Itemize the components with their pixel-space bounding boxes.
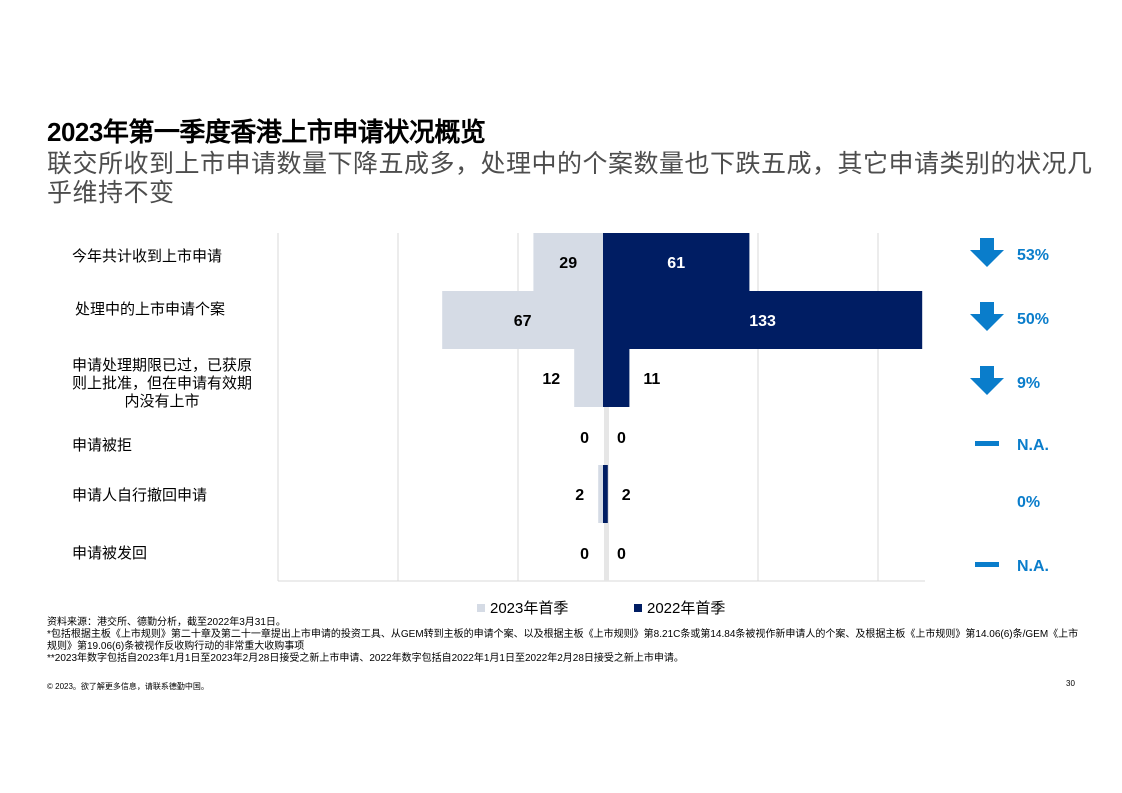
data-label-2023: 2 (575, 487, 584, 504)
down-arrow-icon (970, 366, 1004, 395)
change-label: 50% (1017, 311, 1049, 328)
data-label-2022: 133 (749, 313, 776, 330)
data-label-2022: 11 (643, 371, 660, 388)
legend-swatch-2023 (477, 603, 485, 612)
data-label-2023: 67 (514, 313, 532, 330)
change-label: 53% (1017, 247, 1049, 264)
dash-icon (975, 562, 999, 567)
source-note: 资料来源：港交所、德勤分析，截至2022年3月31日。 (47, 617, 286, 628)
footnotes: 资料来源：港交所、德勤分析，截至2022年3月31日。 *包括根据主板《上市规则… (47, 617, 1087, 665)
category-label: 处理中的上市申请个案 (75, 301, 226, 318)
bar-2022 (603, 349, 630, 407)
page-number: 30 (1066, 679, 1075, 688)
bar-2023 (533, 233, 603, 291)
data-label-2023: 0 (580, 430, 589, 447)
legend-label-2023: 2023年首季 (490, 600, 569, 617)
data-label-2022: 61 (667, 255, 685, 272)
data-label-2022: 0 (617, 430, 626, 447)
category-label: 申请处理期限已过，已获原则上批准，但在申请有效期内没有上市 (72, 357, 253, 410)
bar-2022 (603, 233, 750, 291)
data-label-2023: 12 (542, 371, 560, 388)
legend-item-2022: 2022年首季 (634, 597, 725, 618)
data-label-2023: 0 (580, 546, 589, 563)
dash-icon (975, 441, 999, 446)
footnote-2: **2023年数字包括自2023年1月1日至2023年2月28日接受之新上市申请… (47, 653, 684, 664)
category-label: 申请被拒 (72, 437, 133, 454)
data-label-2022: 2 (622, 487, 631, 504)
category-label: 申请被发回 (72, 545, 148, 562)
bar-2022 (603, 291, 923, 349)
data-label-2023: 29 (559, 255, 577, 272)
change-label: 0% (1017, 494, 1040, 511)
change-label: 9% (1017, 375, 1040, 392)
copyright: © 2023。欲了解更多信息，请联系德勤中国。 (47, 682, 209, 691)
down-arrow-icon (970, 238, 1004, 267)
bar-2023 (598, 465, 603, 523)
legend-item-2023: 2023年首季 (477, 597, 568, 618)
down-arrow-icon (970, 302, 1004, 331)
bar-2023 (574, 349, 603, 407)
change-label: N.A. (1017, 558, 1049, 575)
page-subtitle: 联交所收到上市申请数量下降五成多，处理中的个案数量也下跌五成，其它申请类别的状况… (47, 150, 1093, 207)
footnote-1: *包括根据主板《上市规则》第二十章及第二十一章提出上市申请的投资工具、从GEM转… (47, 629, 1079, 652)
bar-2022 (603, 465, 608, 523)
page-title: 2023年第一季度香港上市申请状况概览 (47, 117, 486, 147)
data-label-2022: 0 (617, 546, 626, 563)
legend-label-2022: 2022年首季 (647, 600, 726, 617)
legend-swatch-2022 (634, 603, 642, 612)
category-label: 今年共计收到上市申请 (72, 248, 223, 265)
change-label: N.A. (1017, 437, 1049, 454)
category-label: 申请人自行撤回申请 (72, 487, 208, 504)
bar-2023 (442, 291, 603, 349)
